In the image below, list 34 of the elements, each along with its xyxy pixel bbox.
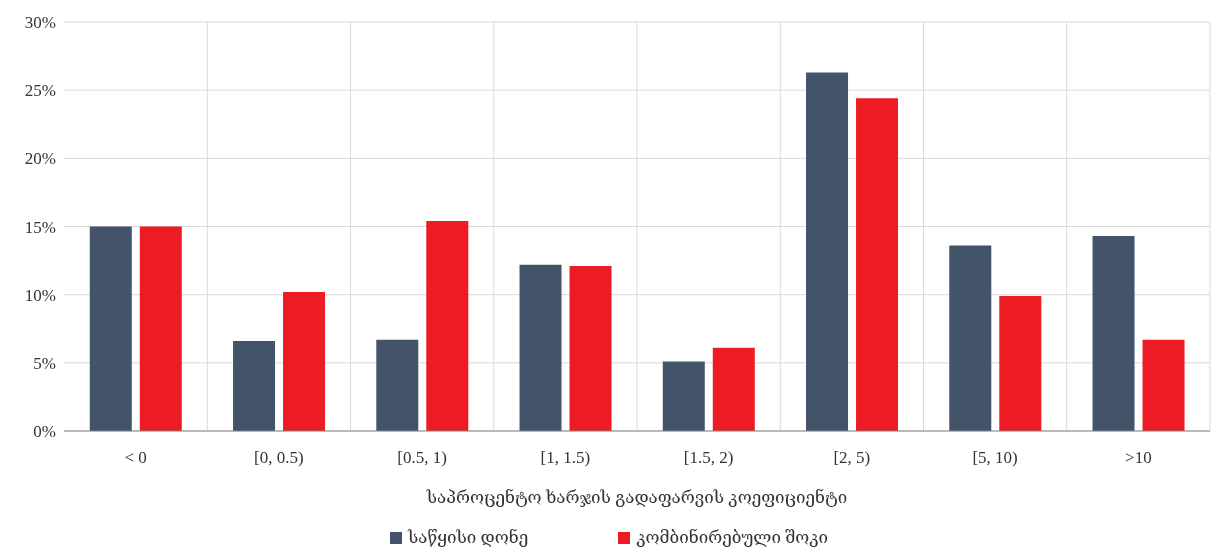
x-tick-label: [1, 1.5)	[540, 448, 591, 468]
x-axis-title: საპროცენტო ხარჯის გადაფარვის კოეფიციენტი	[425, 488, 848, 507]
legend-label: კომბინირებული შოკი	[636, 527, 829, 548]
bar	[519, 264, 562, 431]
x-tick-label: [5, 10)	[972, 448, 1018, 468]
y-tick-label: 5%	[33, 353, 56, 373]
x-tick-label: [0.5, 1)	[397, 448, 447, 468]
bar	[949, 245, 992, 431]
bar	[712, 347, 755, 431]
x-tick-label: [1.5, 2)	[683, 448, 734, 468]
bar	[806, 72, 849, 431]
bar	[426, 221, 469, 431]
bar	[376, 339, 419, 431]
bar	[1142, 339, 1185, 431]
legend-label: საწყისი დონე	[407, 527, 529, 548]
bar	[233, 341, 276, 431]
x-tick-label: [0, 0.5)	[254, 448, 304, 468]
bar	[283, 291, 326, 431]
y-tick-label: 30%	[24, 13, 56, 33]
bar	[89, 226, 132, 431]
bar	[1092, 236, 1135, 431]
x-tick-label: >10	[1125, 448, 1152, 468]
bar	[856, 98, 899, 431]
y-tick-label: 20%	[24, 149, 56, 169]
y-tick-label: 10%	[24, 285, 56, 305]
bar	[662, 361, 705, 431]
y-tick-label: 0%	[33, 422, 56, 442]
x-tick-label: [2, 5)	[833, 448, 871, 468]
bar	[999, 296, 1042, 431]
x-tick-label: < 0	[124, 448, 147, 468]
y-tick-label: 15%	[24, 217, 56, 237]
bar	[139, 226, 182, 431]
y-tick-label: 25%	[24, 81, 56, 101]
bar	[569, 266, 612, 431]
